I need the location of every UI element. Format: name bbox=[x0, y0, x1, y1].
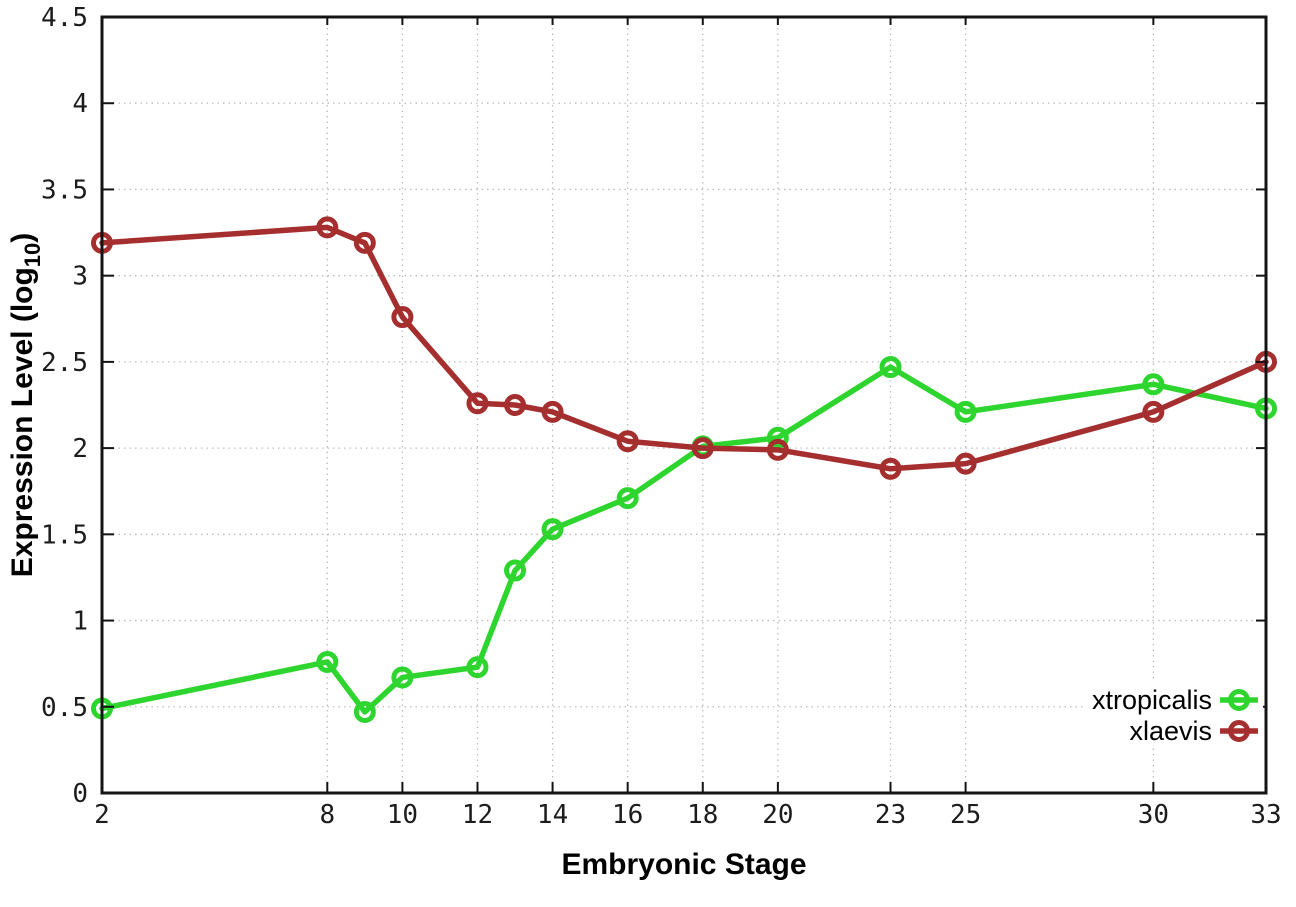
legend-row-xtropicalis: xtropicalis bbox=[1092, 685, 1258, 715]
y-tick-label-2: 2 bbox=[72, 434, 88, 464]
data-point-xlaevis-stage-14 bbox=[541, 400, 564, 423]
data-point-xlaevis-stage-10 bbox=[391, 306, 414, 329]
y-tick-label-0.5: 0.5 bbox=[41, 693, 88, 723]
legend-row-xlaevis: xlaevis bbox=[1129, 716, 1258, 746]
data-point-xlaevis-stage-20 bbox=[766, 438, 789, 461]
data-point-xtropicalis-stage-10 bbox=[391, 666, 414, 689]
data-point-xlaevis-stage-16 bbox=[616, 430, 639, 453]
x-tick-label-16: 16 bbox=[612, 800, 643, 830]
y-axis-title: Expression Level (log10) bbox=[6, 233, 45, 578]
data-point-xlaevis-stage-23 bbox=[879, 457, 902, 480]
x-tick-labels: 2 8 10 12 14 16 18 20 23 25 30 33 bbox=[94, 800, 1281, 830]
series-xtropicalis bbox=[91, 356, 1277, 723]
data-point-xtropicalis-stage-13 bbox=[504, 559, 527, 582]
data-point-xlaevis-stage-18 bbox=[691, 437, 714, 460]
data-point-xlaevis-stage-8 bbox=[316, 216, 339, 239]
data-point-xlaevis-stage-13 bbox=[504, 394, 527, 416]
data-point-xtropicalis-stage-9 bbox=[353, 700, 376, 723]
y-tick-labels: 0 0.5 1 1.5 2 2.5 3 3.5 4 4.5 bbox=[41, 3, 88, 809]
y-tick-label-0: 0 bbox=[72, 779, 88, 809]
x-tick-label-33: 33 bbox=[1250, 800, 1281, 830]
data-point-xtropicalis-stage-12 bbox=[466, 656, 489, 679]
x-tick-label-12: 12 bbox=[462, 800, 493, 830]
x-tick-label-10: 10 bbox=[387, 800, 418, 830]
data-point-xtropicalis-stage-16 bbox=[616, 487, 639, 510]
axis-ticks bbox=[101, 16, 1267, 794]
y-tick-label-3.5: 3.5 bbox=[41, 175, 88, 205]
legend-marker-xlaevis-icon bbox=[1228, 720, 1250, 742]
legend-label-xlaevis: xlaevis bbox=[1129, 716, 1212, 746]
x-tick-label-30: 30 bbox=[1138, 800, 1169, 830]
data-point-xtropicalis-stage-8 bbox=[316, 650, 339, 673]
data-point-xlaevis-stage-30 bbox=[1142, 400, 1165, 423]
x-tick-label-18: 18 bbox=[687, 800, 718, 830]
data-point-xtropicalis-stage-25 bbox=[954, 400, 977, 423]
x-tick-label-23: 23 bbox=[875, 800, 906, 830]
legend-marker-xtropicalis-icon bbox=[1228, 689, 1250, 711]
x-tick-label-8: 8 bbox=[319, 800, 335, 830]
y-tick-label-4: 4 bbox=[72, 89, 88, 119]
data-point-xtropicalis-stage-30 bbox=[1142, 373, 1165, 396]
data-point-xlaevis-stage-12 bbox=[466, 392, 489, 415]
y-tick-label-1: 1 bbox=[72, 607, 88, 637]
y-tick-label-3: 3 bbox=[72, 262, 88, 292]
gridlines bbox=[102, 17, 1266, 793]
y-tick-label-1.5: 1.5 bbox=[41, 520, 88, 550]
data-point-xtropicalis-stage-14 bbox=[541, 518, 564, 541]
legend-label-xtropicalis: xtropicalis bbox=[1092, 685, 1212, 715]
series-xlaevis-line bbox=[99, 224, 1269, 472]
data-point-xtropicalis-stage-23 bbox=[879, 356, 902, 379]
x-tick-label-14: 14 bbox=[537, 800, 568, 830]
x-axis-title: Embryonic Stage bbox=[561, 848, 806, 881]
x-tick-label-25: 25 bbox=[950, 800, 981, 830]
x-tick-label-20: 20 bbox=[762, 800, 793, 830]
series-xtropicalis-line bbox=[99, 364, 1269, 715]
data-point-xtropicalis-stage-20 bbox=[766, 426, 789, 449]
x-tick-label-2: 2 bbox=[94, 800, 110, 830]
y-tick-label-4.5: 4.5 bbox=[41, 3, 88, 33]
series-xlaevis bbox=[91, 216, 1277, 480]
y-tick-label-2.5: 2.5 bbox=[41, 348, 88, 378]
data-point-xlaevis-stage-25 bbox=[954, 452, 977, 475]
data-point-xlaevis-stage-9 bbox=[353, 231, 376, 254]
plot-border bbox=[100, 15, 1268, 795]
